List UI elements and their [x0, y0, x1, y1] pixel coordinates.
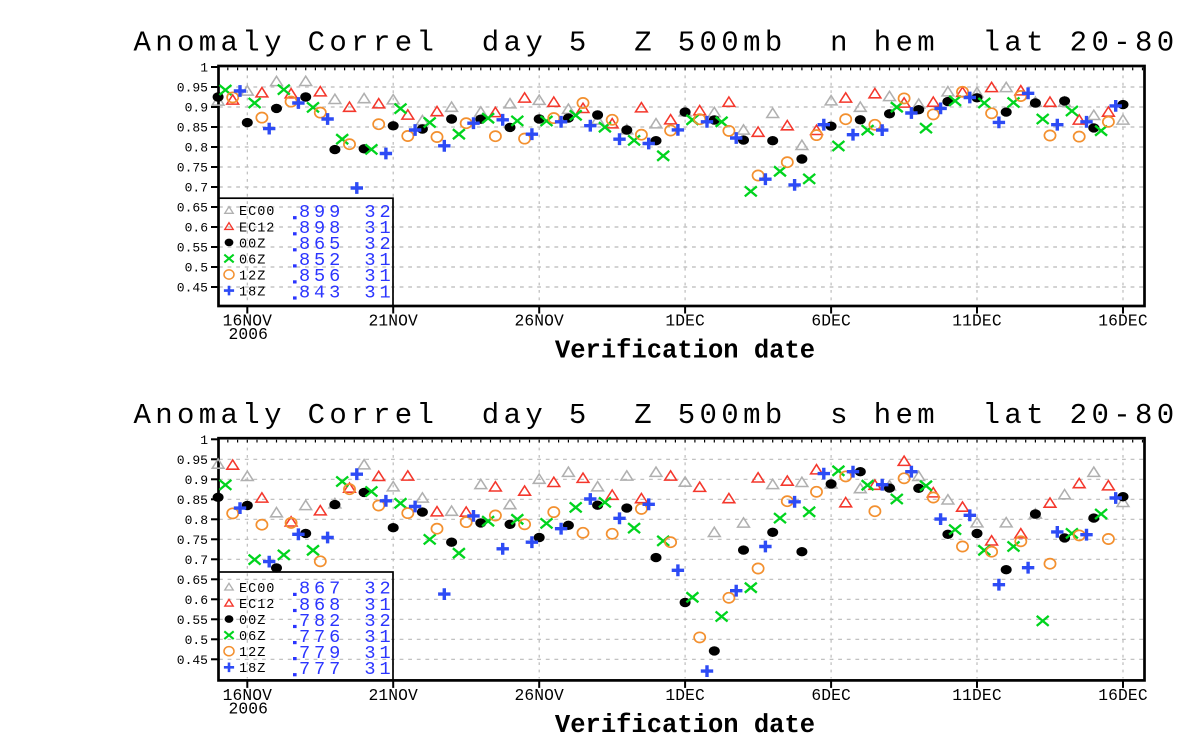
svg-text:1DEC: 1DEC — [665, 312, 705, 331]
svg-text:12Z: 12Z — [239, 269, 266, 284]
svg-text:0.85: 0.85 — [177, 121, 208, 136]
svg-text:6DEC: 6DEC — [811, 312, 851, 331]
svg-text:32: 32 — [364, 611, 394, 632]
svg-text:1DEC: 1DEC — [665, 686, 705, 705]
svg-text:0.55: 0.55 — [177, 613, 208, 628]
svg-text:0.7: 0.7 — [185, 181, 208, 196]
svg-text:Anomaly Correl day 5 Z 500mb: Anomaly Correl day 5 Z 500mb n hem lat 2… — [133, 27, 1178, 60]
svg-text:31: 31 — [364, 643, 394, 664]
svg-text:16NOV: 16NOV — [223, 312, 273, 331]
svg-text:21NOV: 21NOV — [368, 686, 418, 705]
svg-text:0.65: 0.65 — [177, 573, 208, 588]
svg-text:Anomaly Correl day 5 Z 500mb: Anomaly Correl day 5 Z 500mb s hem lat 2… — [133, 399, 1178, 432]
svg-text:0.6: 0.6 — [185, 221, 208, 236]
svg-text:0.8: 0.8 — [185, 141, 208, 156]
svg-text:26NOV: 26NOV — [514, 686, 564, 705]
svg-text:32: 32 — [364, 234, 394, 255]
svg-text:0.6: 0.6 — [185, 593, 208, 608]
svg-text:31: 31 — [364, 627, 394, 648]
svg-text:0.55: 0.55 — [177, 241, 208, 256]
svg-text:0.8: 0.8 — [185, 513, 208, 528]
svg-text:06Z: 06Z — [239, 630, 266, 645]
svg-text:6DEC: 6DEC — [811, 686, 851, 705]
svg-text:EC12: EC12 — [239, 221, 275, 236]
svg-text:1: 1 — [200, 433, 208, 448]
svg-text:865: 865 — [299, 234, 344, 255]
svg-text:2006: 2006 — [229, 325, 269, 344]
svg-text:856: 856 — [299, 266, 344, 287]
svg-text:16DEC: 16DEC — [1098, 312, 1148, 331]
svg-text:21NOV: 21NOV — [368, 312, 418, 331]
svg-text:852: 852 — [299, 250, 344, 271]
svg-text:0.5: 0.5 — [185, 261, 208, 276]
svg-text:0.9: 0.9 — [185, 473, 208, 488]
svg-text:0.45: 0.45 — [177, 281, 208, 296]
svg-text:1: 1 — [200, 61, 208, 76]
svg-text:31: 31 — [364, 250, 394, 271]
svg-text:16NOV: 16NOV — [223, 686, 273, 705]
svg-text:11DEC: 11DEC — [952, 312, 1002, 331]
svg-text:0.7: 0.7 — [185, 553, 208, 568]
svg-text:0.95: 0.95 — [177, 81, 208, 96]
svg-text:31: 31 — [364, 659, 394, 680]
svg-text:12Z: 12Z — [239, 646, 266, 661]
svg-text:0.5: 0.5 — [185, 633, 208, 648]
svg-text:0.65: 0.65 — [177, 201, 208, 216]
svg-text:00Z: 00Z — [239, 237, 266, 252]
svg-text:0.95: 0.95 — [177, 453, 208, 468]
svg-text:0.9: 0.9 — [185, 101, 208, 116]
svg-text:776: 776 — [299, 627, 344, 648]
svg-text:EC12: EC12 — [239, 598, 275, 613]
svg-text:26NOV: 26NOV — [514, 312, 564, 331]
svg-text:0.45: 0.45 — [177, 653, 208, 668]
svg-text:18Z: 18Z — [239, 286, 266, 301]
svg-text:32: 32 — [364, 202, 394, 223]
svg-text:777: 777 — [299, 659, 344, 680]
svg-text:31: 31 — [364, 266, 394, 287]
svg-text:31: 31 — [364, 282, 394, 303]
svg-text:16DEC: 16DEC — [1098, 686, 1148, 705]
svg-text:Verification date: Verification date — [555, 337, 815, 366]
svg-text:898: 898 — [299, 218, 344, 239]
svg-text:31: 31 — [364, 218, 394, 239]
svg-text:06Z: 06Z — [239, 253, 266, 268]
svg-text:Verification date: Verification date — [555, 711, 815, 740]
svg-text:00Z: 00Z — [239, 614, 266, 629]
svg-text:0.75: 0.75 — [177, 161, 208, 176]
svg-text:779: 779 — [299, 643, 344, 664]
svg-text:EC00: EC00 — [239, 582, 275, 597]
svg-text:0.85: 0.85 — [177, 493, 208, 508]
svg-text:867: 867 — [299, 579, 344, 600]
svg-text:0.75: 0.75 — [177, 533, 208, 548]
svg-text:899: 899 — [299, 202, 344, 223]
svg-text:32: 32 — [364, 579, 394, 600]
svg-text:782: 782 — [299, 611, 344, 632]
svg-text:11DEC: 11DEC — [952, 686, 1002, 705]
svg-text:18Z: 18Z — [239, 662, 266, 677]
svg-text:31: 31 — [364, 595, 394, 616]
svg-text:843: 843 — [299, 282, 344, 303]
svg-text:2006: 2006 — [229, 699, 269, 718]
svg-text:EC00: EC00 — [239, 205, 275, 220]
svg-text:868: 868 — [299, 595, 344, 616]
